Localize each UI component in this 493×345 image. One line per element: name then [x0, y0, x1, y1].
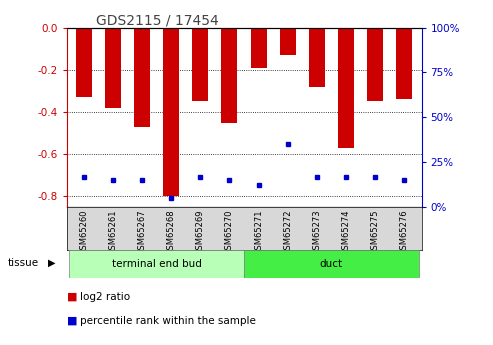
Bar	[338, 28, 354, 148]
Text: ■: ■	[67, 292, 77, 302]
Text: log2 ratio: log2 ratio	[80, 292, 130, 302]
Text: GSM65271: GSM65271	[254, 209, 263, 255]
Text: GSM65272: GSM65272	[283, 209, 292, 255]
Text: GSM65268: GSM65268	[167, 209, 176, 255]
Text: GSM65269: GSM65269	[196, 209, 205, 255]
Text: GSM65260: GSM65260	[79, 209, 89, 255]
Bar	[70, 250, 244, 278]
Bar	[250, 28, 267, 68]
Text: ■: ■	[67, 316, 77, 326]
Text: GSM65275: GSM65275	[370, 209, 380, 255]
Bar	[221, 28, 238, 122]
Bar	[309, 28, 325, 87]
Text: GSM65274: GSM65274	[341, 209, 351, 255]
Bar	[163, 28, 179, 196]
Text: GSM65267: GSM65267	[138, 209, 147, 255]
Text: GDS2115 / 17454: GDS2115 / 17454	[97, 14, 219, 28]
Bar	[367, 28, 383, 101]
Text: percentile rank within the sample: percentile rank within the sample	[80, 316, 256, 326]
Text: tissue: tissue	[7, 258, 38, 268]
Text: duct: duct	[320, 259, 343, 269]
Text: GSM65270: GSM65270	[225, 209, 234, 255]
Text: GSM65261: GSM65261	[108, 209, 118, 255]
Bar	[244, 250, 419, 278]
Text: ▶: ▶	[48, 258, 56, 268]
Text: GSM65276: GSM65276	[399, 209, 409, 255]
Bar	[105, 28, 121, 108]
Text: terminal end bud: terminal end bud	[112, 259, 202, 269]
Text: GSM65273: GSM65273	[312, 209, 321, 255]
Bar	[396, 28, 412, 99]
Bar	[134, 28, 150, 127]
Bar	[76, 28, 92, 97]
Bar	[280, 28, 296, 55]
Bar	[192, 28, 209, 101]
